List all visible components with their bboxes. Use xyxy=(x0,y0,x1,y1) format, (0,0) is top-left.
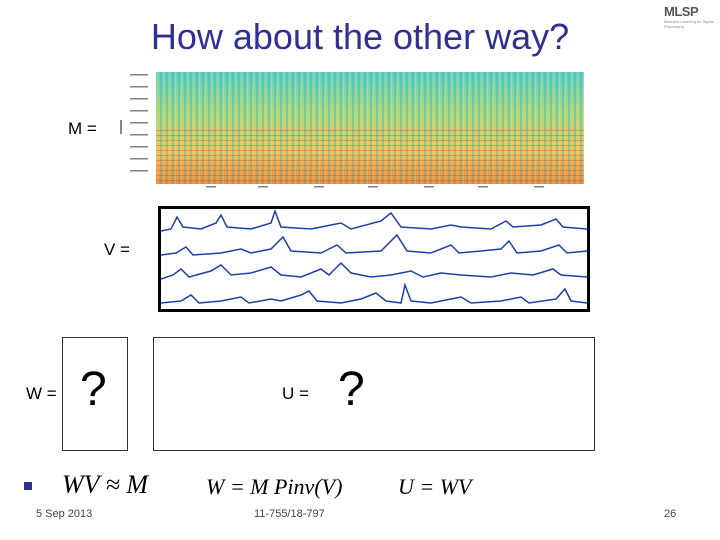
footer-date: 5 Sep 2013 xyxy=(36,508,93,520)
mlsp-logo: MLSP Machine Learning for Signal Process… xyxy=(664,4,716,29)
w-formula: W = M Pinv(V) xyxy=(206,474,343,499)
u-formula: U = WV xyxy=(398,474,472,499)
waveform-row-4 xyxy=(160,282,588,304)
v-matrix-box xyxy=(158,206,590,312)
waveform-plot xyxy=(160,208,588,304)
waveform-row-1 xyxy=(160,208,588,232)
u-label: U = xyxy=(282,384,309,403)
logo-text: MLSP xyxy=(664,4,699,19)
page-number: 26 xyxy=(664,508,677,520)
waveform-row-2 xyxy=(160,233,588,256)
v-label: V = xyxy=(104,240,130,259)
waveform-row-3 xyxy=(160,261,588,280)
m-label: M = xyxy=(68,119,97,138)
u-question-mark: ? xyxy=(338,363,365,416)
slide-title: How about the other way? xyxy=(150,16,570,57)
approximation-equation: WV ≈ M xyxy=(62,470,148,499)
u-matrix-box xyxy=(153,337,595,451)
w-matrix-box xyxy=(62,337,128,451)
spectrogram-image xyxy=(120,72,584,188)
logo-subtitle: Machine Learning for Signal Processing xyxy=(664,19,714,29)
footer-course: 11-755/18-797 xyxy=(254,508,325,520)
bullet-marker xyxy=(24,482,32,490)
w-label: W = xyxy=(26,384,57,403)
w-question-mark: ? xyxy=(80,363,107,416)
